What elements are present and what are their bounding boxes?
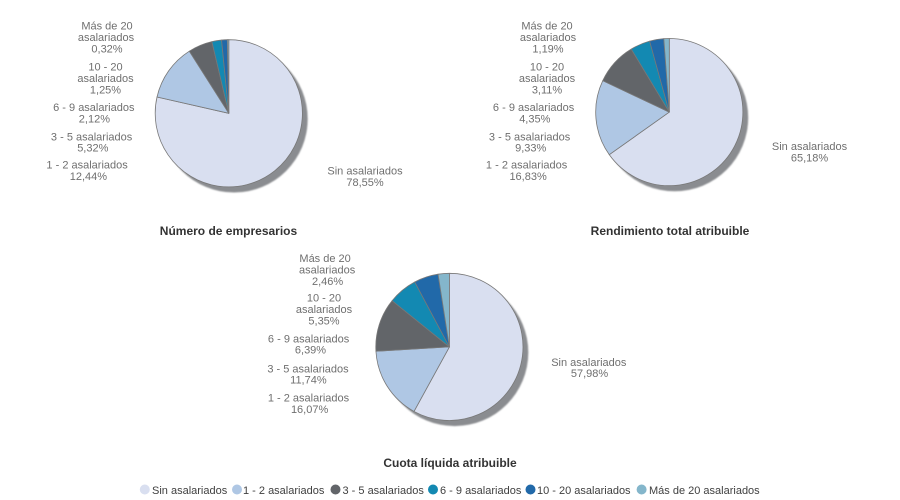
svg-text:Más de 20: Más de 20 [81,20,132,32]
svg-text:4,35%: 4,35% [519,114,550,126]
svg-text:57,98%: 57,98% [571,368,609,380]
svg-text:6 - 9 asalariados: 6 - 9 asalariados [268,334,350,346]
svg-text:asalariados: asalariados [78,32,135,44]
svg-text:10 - 20: 10 - 20 [88,61,122,73]
svg-text:10 - 20: 10 - 20 [530,61,564,73]
svg-text:3 - 5 asalariados: 3 - 5 asalariados [489,131,571,143]
svg-text:3,11%: 3,11% [532,85,563,97]
svg-text:11,74%: 11,74% [290,374,327,386]
svg-text:0,32%: 0,32% [91,44,122,56]
svg-text:2,46%: 2,46% [312,276,343,288]
svg-text:9,33%: 9,33% [515,142,546,154]
svg-text:Rendimiento total atribuible: Rendimiento total atribuible [591,224,750,238]
svg-text:Sin asalariados: Sin asalariados [551,357,627,369]
svg-text:6 - 9 asalariados: 6 - 9 asalariados [493,102,575,114]
svg-text:Número de empresarios: Número de empresarios [160,224,298,238]
svg-text:12,44%: 12,44% [70,171,108,183]
svg-text:Más de 20: Más de 20 [299,253,350,265]
svg-text:6,39%: 6,39% [295,345,326,357]
svg-text:Más de 20: Más de 20 [521,20,572,32]
svg-text:asalariados: asalariados [299,265,356,277]
svg-text:5,35%: 5,35% [308,316,339,328]
svg-text:16,83%: 16,83% [509,171,547,183]
svg-text:1 - 2 asalariados: 1 - 2 asalariados [243,485,325,497]
svg-text:Cuota líquida atribuible: Cuota líquida atribuible [383,456,517,470]
svg-text:1,25%: 1,25% [90,85,121,97]
svg-text:asalariados: asalariados [296,304,353,316]
svg-text:5,32%: 5,32% [77,142,108,154]
svg-text:10 - 20: 10 - 20 [307,293,341,305]
svg-text:Sin asalariados: Sin asalariados [327,165,403,177]
svg-text:16,07%: 16,07% [291,404,329,416]
svg-text:6 - 9 asalariados: 6 - 9 asalariados [440,485,522,497]
svg-text:3 - 5 asalariados: 3 - 5 asalariados [267,364,349,376]
svg-text:Sin asalariados: Sin asalariados [152,485,228,497]
svg-text:3 - 5 asalariados: 3 - 5 asalariados [51,131,133,143]
svg-text:Sin asalariados: Sin asalariados [772,141,848,153]
svg-text:asalariados: asalariados [520,32,577,44]
svg-text:6 - 9 asalariados: 6 - 9 asalariados [53,102,135,114]
svg-text:1 - 2 asalariados: 1 - 2 asalariados [268,392,350,404]
svg-text:asalariados: asalariados [519,73,576,85]
svg-text:1 - 2 asalariados: 1 - 2 asalariados [486,160,568,172]
svg-text:Más de 20 asalariados: Más de 20 asalariados [649,485,760,497]
svg-text:1 - 2 asalariados: 1 - 2 asalariados [46,160,128,172]
svg-text:65,18%: 65,18% [791,153,829,165]
svg-text:3 - 5 asalariados: 3 - 5 asalariados [343,485,425,497]
svg-text:78,55%: 78,55% [346,177,384,189]
svg-text:2,12%: 2,12% [79,114,110,126]
svg-text:10 - 20 asalariados: 10 - 20 asalariados [537,485,631,497]
svg-text:1,19%: 1,19% [532,44,563,56]
svg-text:asalariados: asalariados [77,73,134,85]
